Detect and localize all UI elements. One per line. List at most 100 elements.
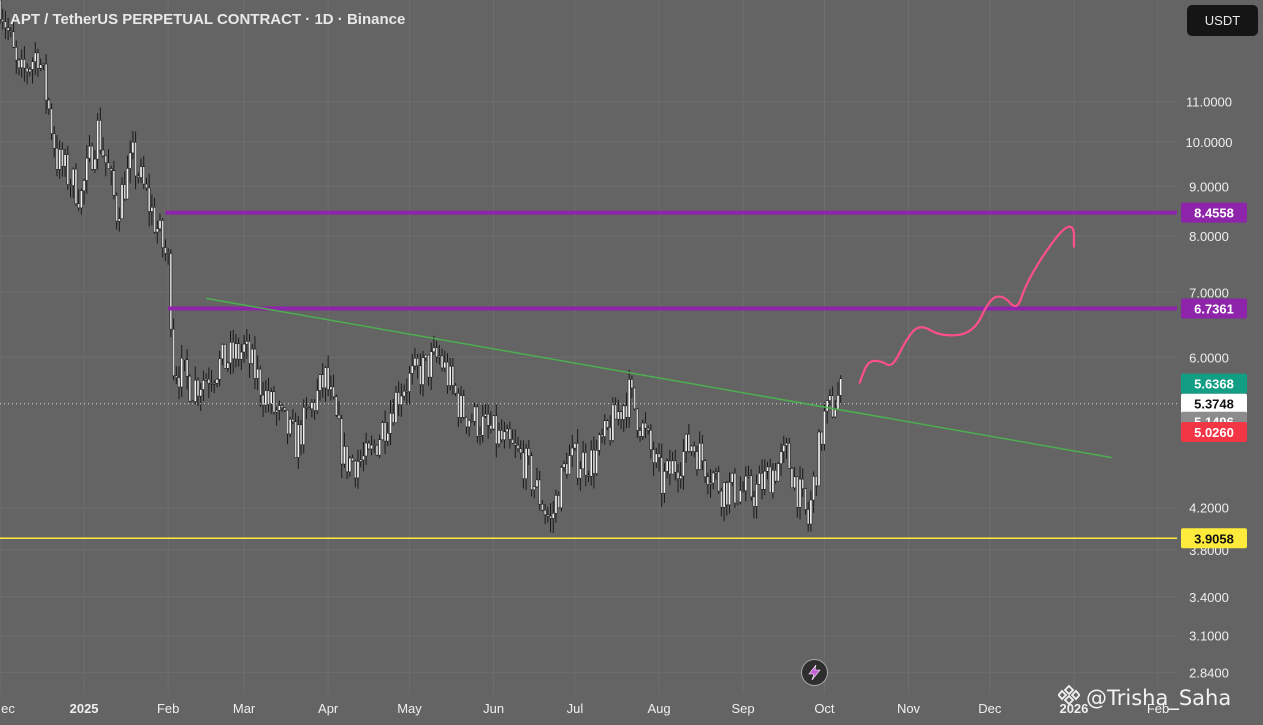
candle-body [408, 373, 411, 392]
candle-body [117, 218, 121, 222]
lightning-icon[interactable] [801, 659, 828, 686]
projection-path [858, 225, 1076, 384]
candle-body [85, 157, 89, 181]
candle-body [825, 400, 829, 412]
candle-body [489, 425, 493, 430]
candle-body [259, 368, 262, 396]
candle-body [443, 361, 447, 369]
candle-body [280, 405, 284, 408]
candle-body [375, 445, 379, 456]
candle-body [730, 473, 734, 483]
last-price-label-text: 5.3748 [1194, 397, 1234, 412]
candle-body [785, 443, 788, 446]
level-label-support [1181, 528, 1247, 549]
candle-body [465, 417, 468, 428]
candle-body [234, 343, 238, 360]
candle-body [218, 358, 222, 380]
time-tick-label: Jun [483, 701, 504, 716]
candle-body [584, 452, 588, 476]
candle-body [614, 404, 617, 420]
candle-body [820, 431, 824, 445]
time-axis[interactable]: ec 2025 Feb Mar Apr May Jun Jul Aug Sep Oct Nov Dec 2… [1, 701, 1169, 716]
candle-body [47, 99, 51, 110]
candle-body [600, 434, 604, 437]
candle-body [573, 443, 577, 449]
candle-body [318, 374, 322, 391]
candle-body [71, 168, 75, 186]
candle-body [351, 457, 354, 462]
candle-body [226, 362, 230, 369]
candle-body [448, 366, 452, 386]
low-label [1181, 421, 1247, 442]
price-tick-label: 2.8400 [1189, 666, 1229, 681]
price-tick-label: 11.0000 [1186, 95, 1232, 110]
candle-body [720, 490, 723, 508]
candle-body [432, 347, 436, 352]
candle-body [164, 247, 167, 254]
candle-body [402, 390, 406, 397]
candle-body [690, 445, 693, 452]
candle-body [522, 452, 525, 480]
candle-body [413, 358, 417, 367]
candle-body [804, 488, 807, 510]
candle-body [833, 409, 837, 418]
candle-body [641, 422, 645, 437]
candle-body [766, 466, 769, 472]
candle-body [798, 478, 802, 508]
candle-body [193, 379, 197, 402]
candle-body [492, 415, 495, 430]
candle-body [500, 430, 504, 441]
candle-body [397, 392, 401, 405]
symbol-title[interactable]: APT / TetherUS PERPETUAL CONTRACT · 1D ·… [10, 11, 406, 28]
candle-body [467, 420, 471, 428]
candle-body [277, 405, 281, 411]
candle-body [147, 187, 151, 212]
candle-body [158, 220, 162, 230]
candle-body [801, 478, 805, 489]
candlestick-series [0, 0, 843, 534]
candle-body [516, 444, 520, 449]
candle-body [427, 354, 430, 378]
candle-body [302, 407, 306, 445]
candle-body [389, 413, 392, 434]
time-tick-label: Feb [1147, 701, 1169, 716]
level-label-resistance-lower-text: 6.7361 [1194, 301, 1234, 316]
candle-body [790, 468, 794, 489]
candle-body [36, 52, 40, 69]
candle-body [261, 394, 265, 406]
candle-body [356, 461, 360, 479]
candle-body [33, 52, 37, 62]
candle-body [646, 427, 650, 431]
candle-body [755, 484, 758, 507]
candle-body [367, 442, 371, 450]
candle-body [836, 395, 840, 410]
candle-body [717, 471, 721, 492]
price-tick-label: 4.2000 [1189, 501, 1229, 516]
candle-body [638, 430, 642, 437]
candle-body [101, 149, 105, 157]
currency-button[interactable]: USDT [1187, 5, 1258, 36]
candle-body [535, 479, 539, 488]
candle-body [779, 451, 783, 464]
level-label-resistance-upper [1181, 202, 1247, 223]
high-label [1181, 373, 1247, 394]
candle-body [1, 19, 5, 22]
candle-body [795, 476, 799, 508]
candle-body [782, 445, 786, 452]
trendline [205, 297, 1113, 459]
candle-body [150, 207, 154, 212]
candle-body [253, 348, 257, 379]
candle-body [711, 472, 715, 484]
candle-body [272, 391, 276, 413]
candle-body [484, 413, 487, 417]
candle-body [112, 170, 116, 196]
low-label-text: 5.0260 [1194, 425, 1234, 440]
candle-body [758, 473, 761, 485]
candle-body [169, 253, 173, 330]
candle-body [44, 63, 48, 101]
candle-body [405, 390, 409, 393]
candle-body [191, 400, 194, 403]
candle-body [823, 410, 826, 445]
candle-body [69, 184, 72, 186]
